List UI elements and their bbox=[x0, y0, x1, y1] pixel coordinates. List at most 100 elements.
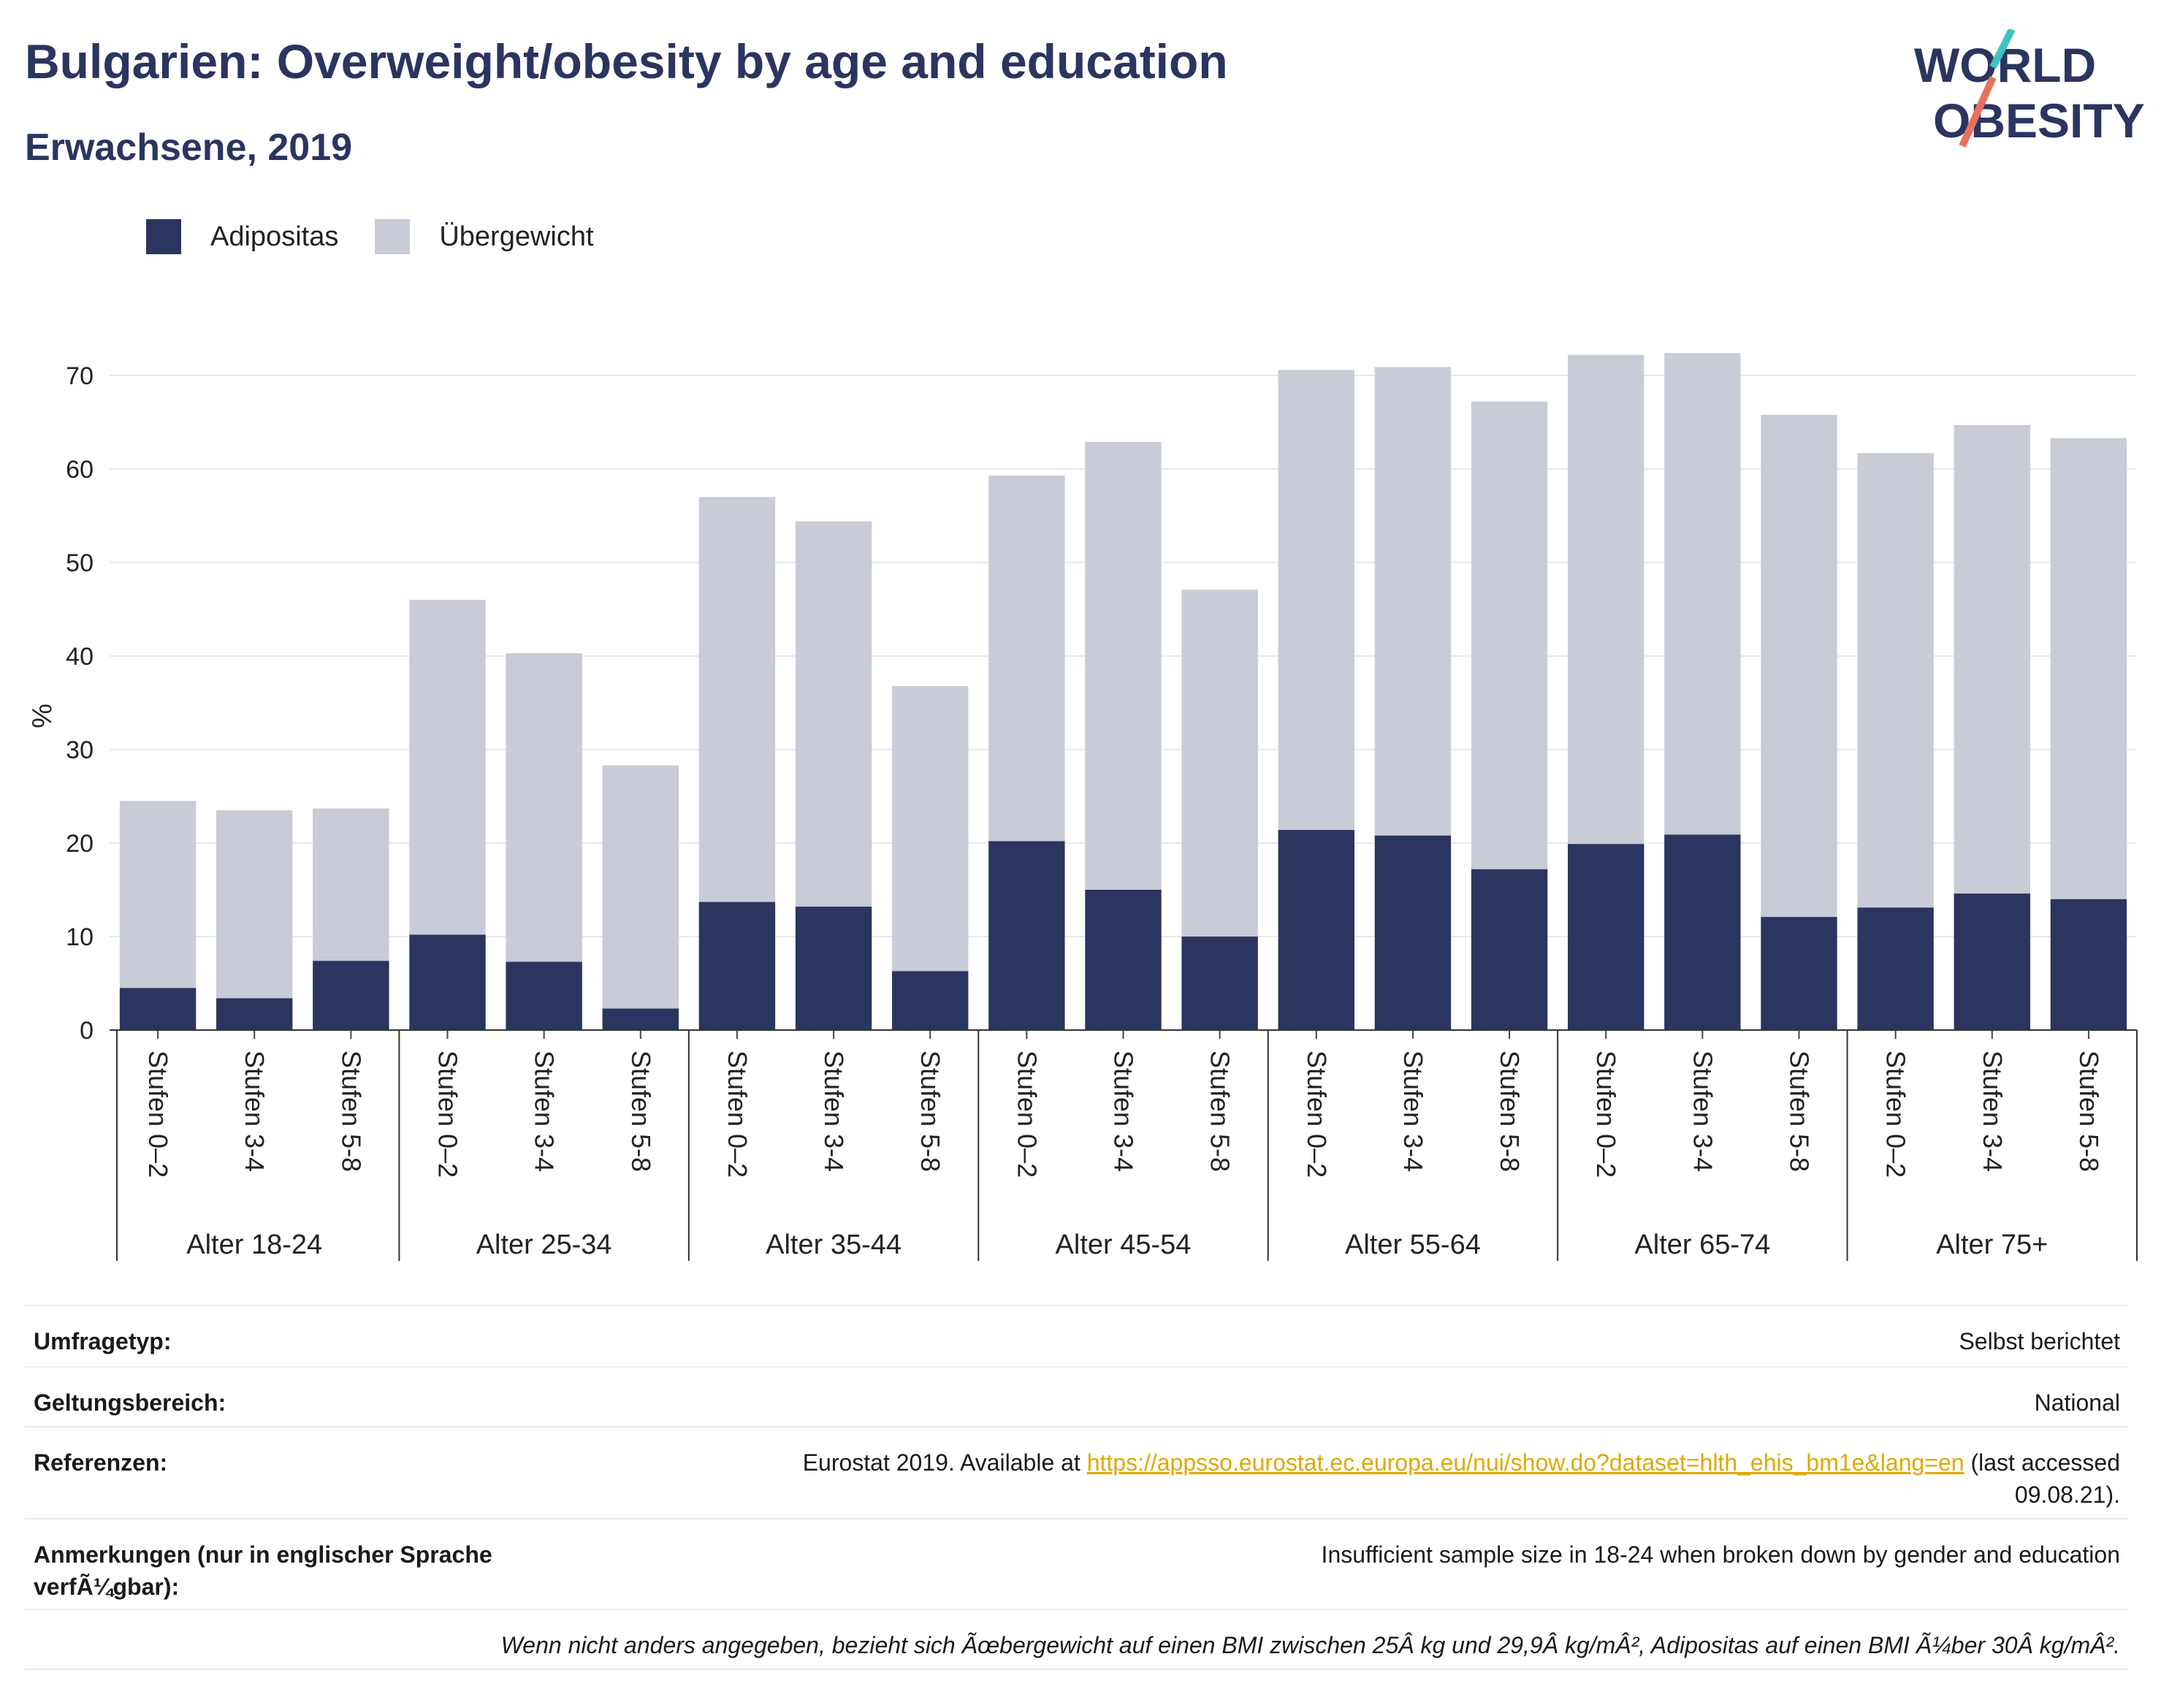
x-tick-label: Stufen 0–2 bbox=[433, 1051, 463, 1178]
legend-swatch-obesity bbox=[146, 219, 181, 254]
meta-footnote: Wenn nicht anders angegeben, bezieht sic… bbox=[25, 1609, 2129, 1670]
y-tick-label: 60 bbox=[66, 456, 94, 484]
x-tick-label: Stufen 5-8 bbox=[915, 1051, 945, 1172]
chart-legend: Adipositas Übergewicht bbox=[146, 219, 630, 254]
bar-overweight bbox=[313, 808, 389, 961]
x-tick-label: Stufen 3-4 bbox=[1109, 1051, 1139, 1172]
bar-overweight bbox=[409, 600, 486, 935]
bar-overweight bbox=[1471, 401, 1548, 869]
bar-chart: 0 10 20 30 40 50 60 70% Stufen 0–2 Stufen 3-4 Stuf… bbox=[27, 353, 2138, 1261]
bar-obesity bbox=[409, 934, 486, 1030]
y-tick-label: 30 bbox=[66, 736, 94, 764]
bar-overweight bbox=[795, 521, 872, 907]
legend-label-obesity: Adipositas bbox=[210, 221, 339, 252]
refs-suffix: (last accessed bbox=[1964, 1449, 2120, 1476]
bar-obesity bbox=[119, 988, 197, 1030]
x-tick-label: Stufen 5-8 bbox=[626, 1051, 656, 1172]
bar-obesity bbox=[602, 1008, 679, 1030]
bar-overweight bbox=[119, 801, 197, 988]
refs-date: 09.08.21). bbox=[2014, 1482, 2120, 1508]
bar-overweight bbox=[1374, 367, 1452, 836]
x-tick-label: Stufen 3-4 bbox=[819, 1051, 849, 1172]
meta-row-refs: Referenzen: Eurostat 2019. Available at … bbox=[25, 1426, 2129, 1518]
meta-value-scope: National bbox=[2034, 1389, 2120, 1416]
group-label: Alter 65-74 bbox=[1634, 1229, 1770, 1260]
x-tick-label: Stufen 5-8 bbox=[2074, 1051, 2104, 1172]
group-label: Alter 45-54 bbox=[1056, 1229, 1192, 1260]
x-tick-label: Stufen 3-4 bbox=[1978, 1051, 2008, 1172]
bar-overweight bbox=[892, 685, 969, 972]
meta-label-scope: Geltungsbereich: bbox=[34, 1389, 226, 1416]
bar-obesity bbox=[1181, 937, 1258, 1030]
x-tick-label: Stufen 3-4 bbox=[530, 1051, 560, 1172]
bar-overweight bbox=[1568, 354, 1644, 845]
bar-obesity bbox=[1664, 834, 1741, 1030]
y-tick-label: 70 bbox=[66, 362, 94, 390]
bar-obesity bbox=[2050, 899, 2127, 1030]
bar-obesity bbox=[795, 907, 872, 1030]
bar-obesity bbox=[506, 961, 582, 1030]
legend-swatch-overweight bbox=[375, 219, 411, 254]
x-tick-label: Stufen 5-8 bbox=[1495, 1051, 1525, 1172]
chart-subtitle: Erwachsene, 2019 bbox=[25, 126, 353, 169]
meta-value-refs: Eurostat 2019. Available at https://apps… bbox=[560, 1446, 2120, 1511]
x-tick-label: Stufen 0–2 bbox=[1881, 1051, 1911, 1178]
bar-overweight bbox=[988, 475, 1065, 842]
bar-obesity bbox=[1761, 917, 1837, 1030]
bar-overweight bbox=[1664, 353, 1741, 835]
x-tick-label: Stufen 5-8 bbox=[336, 1051, 366, 1172]
bar-obesity bbox=[1857, 907, 1934, 1030]
chart-title: Bulgarien: Overweight/obesity by age and… bbox=[25, 34, 1228, 88]
x-tick-label: Stufen 3-4 bbox=[1398, 1051, 1428, 1172]
x-tick-label: Stufen 3-4 bbox=[1688, 1051, 1718, 1172]
bar-overweight bbox=[506, 653, 582, 962]
meta-label-notes: Anmerkungen (nur in englischer Sprache v… bbox=[34, 1541, 492, 1600]
bar-obesity bbox=[1085, 890, 1162, 1030]
meta-value-survey: Selbst berichtet bbox=[1959, 1328, 2120, 1354]
refs-prefix: Eurostat 2019. Available at bbox=[802, 1449, 1087, 1476]
bar-overweight bbox=[1278, 370, 1354, 831]
x-tick-label: Stufen 0–2 bbox=[723, 1051, 752, 1178]
bar-overweight bbox=[2050, 438, 2127, 899]
metadata-table: Umfragetyp: Selbst berichtet Geltungsber… bbox=[25, 1305, 2129, 1670]
group-label: Alter 75+ bbox=[1936, 1229, 2048, 1260]
bar-overweight bbox=[602, 765, 679, 1009]
legend-item-obesity[interactable]: Adipositas bbox=[146, 219, 338, 254]
bar-overweight bbox=[1085, 441, 1162, 890]
x-tick-label: Stufen 0–2 bbox=[143, 1051, 173, 1178]
bar-overweight bbox=[216, 810, 293, 999]
refs-link[interactable]: https://appsso.eurostat.ec.europa.eu/nui… bbox=[1086, 1449, 1964, 1476]
logo-coral-stroke bbox=[1959, 75, 1997, 148]
y-tick-label: 10 bbox=[66, 923, 94, 951]
meta-label-refs: Referenzen: bbox=[34, 1449, 168, 1476]
bar-obesity bbox=[216, 998, 293, 1030]
y-tick-label: 0 bbox=[80, 1017, 94, 1045]
y-tick-label: 40 bbox=[66, 643, 94, 671]
bar-obesity bbox=[1471, 869, 1548, 1030]
meta-value-notes: Insufficient sample size in 18-24 when b… bbox=[1321, 1541, 2120, 1568]
x-tick-label: Stufen 0–2 bbox=[1591, 1051, 1621, 1178]
x-tick-label: Stufen 5-8 bbox=[1785, 1051, 1815, 1172]
bar-obesity bbox=[1374, 835, 1452, 1030]
legend-item-overweight[interactable]: Übergewicht bbox=[375, 219, 594, 254]
meta-label-survey: Umfragetyp: bbox=[34, 1328, 172, 1354]
group-label: Alter 25-34 bbox=[476, 1229, 612, 1260]
meta-row-survey: Umfragetyp: Selbst berichtet bbox=[25, 1305, 2129, 1366]
bar-obesity bbox=[313, 961, 389, 1030]
bar-obesity bbox=[698, 901, 776, 1030]
y-tick-label: 50 bbox=[66, 549, 94, 577]
meta-row-notes: Anmerkungen (nur in englischer Sprache v… bbox=[25, 1518, 2129, 1609]
y-axis-label: % bbox=[27, 704, 58, 728]
legend-label-overweight: Übergewicht bbox=[439, 221, 594, 252]
group-label: Alter 55-64 bbox=[1345, 1229, 1481, 1260]
bar-obesity bbox=[1278, 830, 1354, 1030]
bar-overweight bbox=[698, 497, 776, 902]
bar-overweight bbox=[1954, 424, 2030, 894]
x-tick-label: Stufen 0–2 bbox=[1302, 1051, 1332, 1178]
bar-overweight bbox=[1761, 414, 1837, 918]
bar-obesity bbox=[892, 971, 969, 1030]
world-obesity-logo: WORLD OBESITY bbox=[1914, 29, 2145, 148]
group-label: Alter 35-44 bbox=[766, 1229, 902, 1260]
group-label: Alter 18-24 bbox=[186, 1229, 322, 1260]
meta-row-scope: Geltungsbereich: National bbox=[25, 1366, 2129, 1426]
